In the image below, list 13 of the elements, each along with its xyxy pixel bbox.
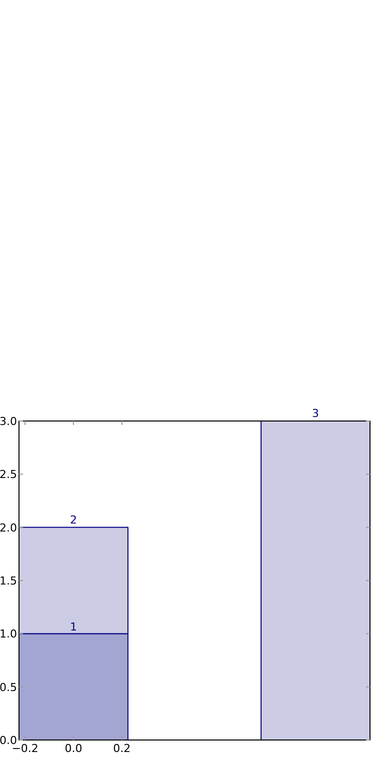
total-label: 3 [312, 407, 320, 420]
y-tick-label: 1.5 [0, 574, 17, 588]
y-tick-label: 1.0 [0, 628, 17, 641]
bar [260, 420, 370, 740]
y-tick-label: 0.5 [0, 680, 17, 694]
y-tick-label: 0.0 [0, 734, 17, 747]
data-label: 1 [70, 620, 77, 634]
total-label: 2 [70, 513, 77, 526]
x-tick-label: 0.2 [113, 742, 131, 755]
y-tick-label: 2.5 [0, 468, 17, 482]
y-tick-label: 2.0 [0, 521, 17, 534]
y-tick-label: 3.0 [0, 415, 17, 428]
x-tick-label: 0.0 [64, 742, 82, 755]
